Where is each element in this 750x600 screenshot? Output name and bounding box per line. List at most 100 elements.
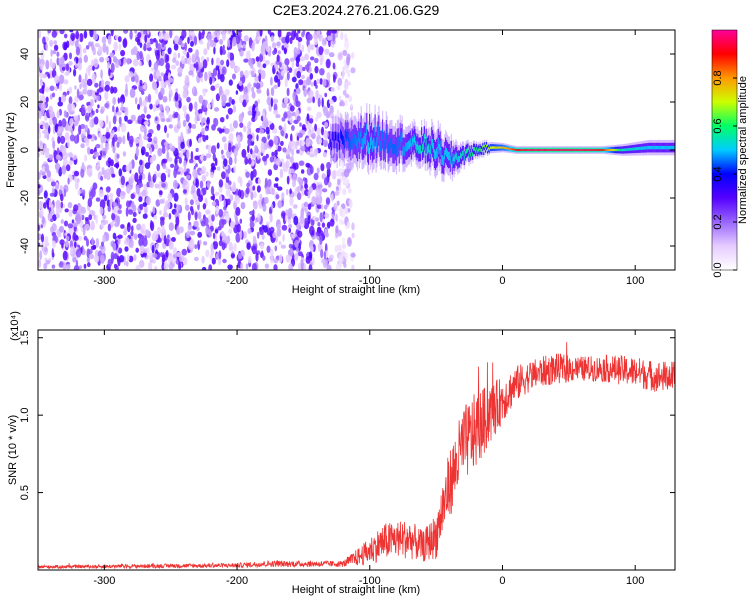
noise-speckle	[294, 252, 299, 261]
noise-speckle	[83, 235, 88, 241]
colorbar-ticks: 0.00.20.40.60.8	[712, 70, 737, 278]
signal-core	[366, 123, 368, 136]
noise-speckle	[245, 158, 249, 164]
noise-speckle	[338, 254, 344, 264]
noise-speckle	[48, 199, 52, 209]
noise-speckle	[137, 31, 142, 39]
noise-speckle	[219, 117, 225, 123]
signal-core	[408, 140, 411, 150]
noise-speckle	[73, 231, 76, 237]
signal-core	[387, 144, 389, 155]
noise-speckle	[171, 64, 176, 70]
noise-speckle	[313, 80, 317, 87]
signal-core	[584, 149, 586, 151]
noise-speckle	[243, 125, 247, 133]
noise-speckle	[120, 122, 127, 133]
signal-core	[503, 146, 505, 149]
noise-speckle	[273, 103, 278, 112]
noise-speckle	[44, 151, 50, 159]
noise-speckle	[67, 126, 72, 132]
noise-speckle	[225, 212, 230, 223]
noise-speckle	[250, 70, 255, 78]
signal-core	[548, 149, 550, 151]
noise-speckle	[154, 183, 160, 189]
signal-core	[422, 141, 425, 150]
noise-speckle	[137, 233, 143, 239]
noise-speckle	[118, 204, 122, 210]
noise-speckle	[192, 194, 196, 200]
noise-speckle	[44, 122, 49, 130]
noise-speckle	[288, 248, 294, 257]
signal-core	[547, 149, 549, 151]
signal-core	[364, 132, 366, 144]
signal-core	[539, 149, 542, 151]
noise-speckle	[281, 117, 286, 122]
noise-speckle	[287, 211, 292, 221]
signal-core	[511, 148, 513, 151]
noise-speckle	[61, 66, 66, 71]
noise-speckle	[83, 30, 88, 39]
noise-speckle	[202, 88, 207, 97]
noise-speckle	[187, 36, 190, 45]
noise-speckle	[270, 87, 275, 97]
noise-speckle	[67, 177, 70, 185]
noise-speckle	[158, 75, 162, 82]
noise-speckle	[180, 131, 184, 142]
signal-core	[568, 149, 570, 151]
noise-speckle	[56, 57, 60, 66]
noise-speckle	[234, 155, 237, 165]
noise-speckle	[291, 30, 296, 41]
noise-speckle	[315, 116, 319, 122]
noise-speckle	[189, 138, 192, 147]
noise-speckle	[341, 69, 345, 80]
noise-speckle	[289, 37, 293, 45]
signal-core	[359, 132, 361, 144]
noise-speckle	[218, 179, 224, 188]
noise-speckle	[174, 91, 179, 102]
noise-speckle	[338, 262, 343, 268]
noise-speckle	[78, 74, 82, 83]
signal-core	[604, 149, 606, 151]
signal-core	[497, 146, 499, 149]
signal-core	[553, 149, 555, 151]
signal-core	[575, 149, 577, 151]
noise-speckle	[329, 105, 334, 115]
signal-core	[648, 145, 650, 150]
noise-speckle	[102, 234, 107, 243]
noise-speckle	[156, 123, 161, 131]
noise-speckle	[206, 41, 210, 51]
noise-speckle	[278, 125, 282, 130]
noise-speckle	[189, 158, 194, 164]
signal-core	[530, 149, 532, 151]
noise-speckle	[145, 196, 151, 206]
noise-speckle	[174, 182, 179, 188]
noise-speckle	[168, 93, 172, 102]
noise-speckle	[247, 110, 252, 116]
signal-core	[602, 149, 604, 151]
noise-speckle	[305, 207, 308, 214]
noise-speckle	[84, 72, 88, 82]
signal-core	[588, 149, 590, 151]
noise-speckle	[185, 174, 191, 180]
signal-core	[500, 146, 503, 149]
signal-core	[494, 146, 496, 149]
noise-speckle	[47, 170, 51, 178]
signal-core	[474, 149, 477, 153]
noise-speckle	[93, 116, 99, 125]
noise-speckle	[280, 244, 287, 249]
noise-speckle	[193, 168, 198, 179]
noise-speckle	[201, 266, 207, 270]
noise-speckle	[97, 95, 101, 102]
noise-speckle	[214, 84, 218, 89]
noise-speckle	[106, 142, 110, 151]
noise-speckle	[229, 127, 235, 132]
signal-core	[471, 148, 473, 153]
noise-speckle	[250, 132, 255, 142]
noise-speckle	[43, 262, 48, 270]
noise-speckle	[52, 49, 57, 55]
noise-speckle	[313, 148, 319, 155]
signal-core	[663, 145, 665, 150]
signal-core	[401, 132, 403, 143]
noise-speckle	[117, 234, 123, 239]
